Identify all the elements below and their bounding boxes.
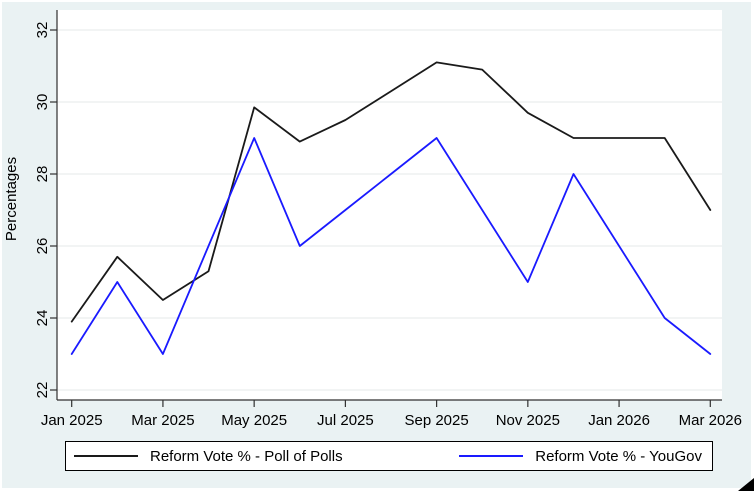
legend: Reform Vote % - Poll of Polls Reform Vot… xyxy=(65,441,713,471)
x-tick-label: Mar 2025 xyxy=(131,412,194,429)
x-tick-label: Jan 2025 xyxy=(41,412,103,429)
x-tick-label: Jul 2025 xyxy=(317,412,374,429)
legend-label-poll-of-polls: Reform Vote % - Poll of Polls xyxy=(150,447,343,465)
poll-of-polls-line-swatch xyxy=(74,455,138,457)
legend-label-yougov: Reform Vote % - YouGov xyxy=(535,447,702,465)
y-axis-title: Percentages xyxy=(3,157,20,241)
x-tick-label: Nov 2025 xyxy=(496,412,560,429)
x-tick-label: Mar 2026 xyxy=(679,412,742,429)
x-tick-label: May 2025 xyxy=(221,412,287,429)
plot-area xyxy=(57,10,722,400)
legend-item-poll-of-polls: Reform Vote % - Poll of Polls xyxy=(74,448,343,465)
series-line-poll-of-polls xyxy=(70,61,712,323)
y-tick-label: 26 xyxy=(34,238,51,255)
yougov-line-swatch xyxy=(459,455,524,457)
y-tick-label: 24 xyxy=(34,310,51,327)
legend-item-yougov: Reform Vote % - YouGov xyxy=(459,448,702,465)
y-tick-label: 30 xyxy=(34,94,51,111)
corner-resize-mark xyxy=(738,478,754,491)
series-line-yougov xyxy=(70,137,712,355)
y-tick-label: 22 xyxy=(34,382,51,399)
x-tick-label: Sep 2025 xyxy=(404,412,468,429)
y-tick-label: 28 xyxy=(34,166,51,183)
x-tick-label: Jan 2026 xyxy=(588,412,650,429)
y-tick-label: 32 xyxy=(34,22,51,39)
